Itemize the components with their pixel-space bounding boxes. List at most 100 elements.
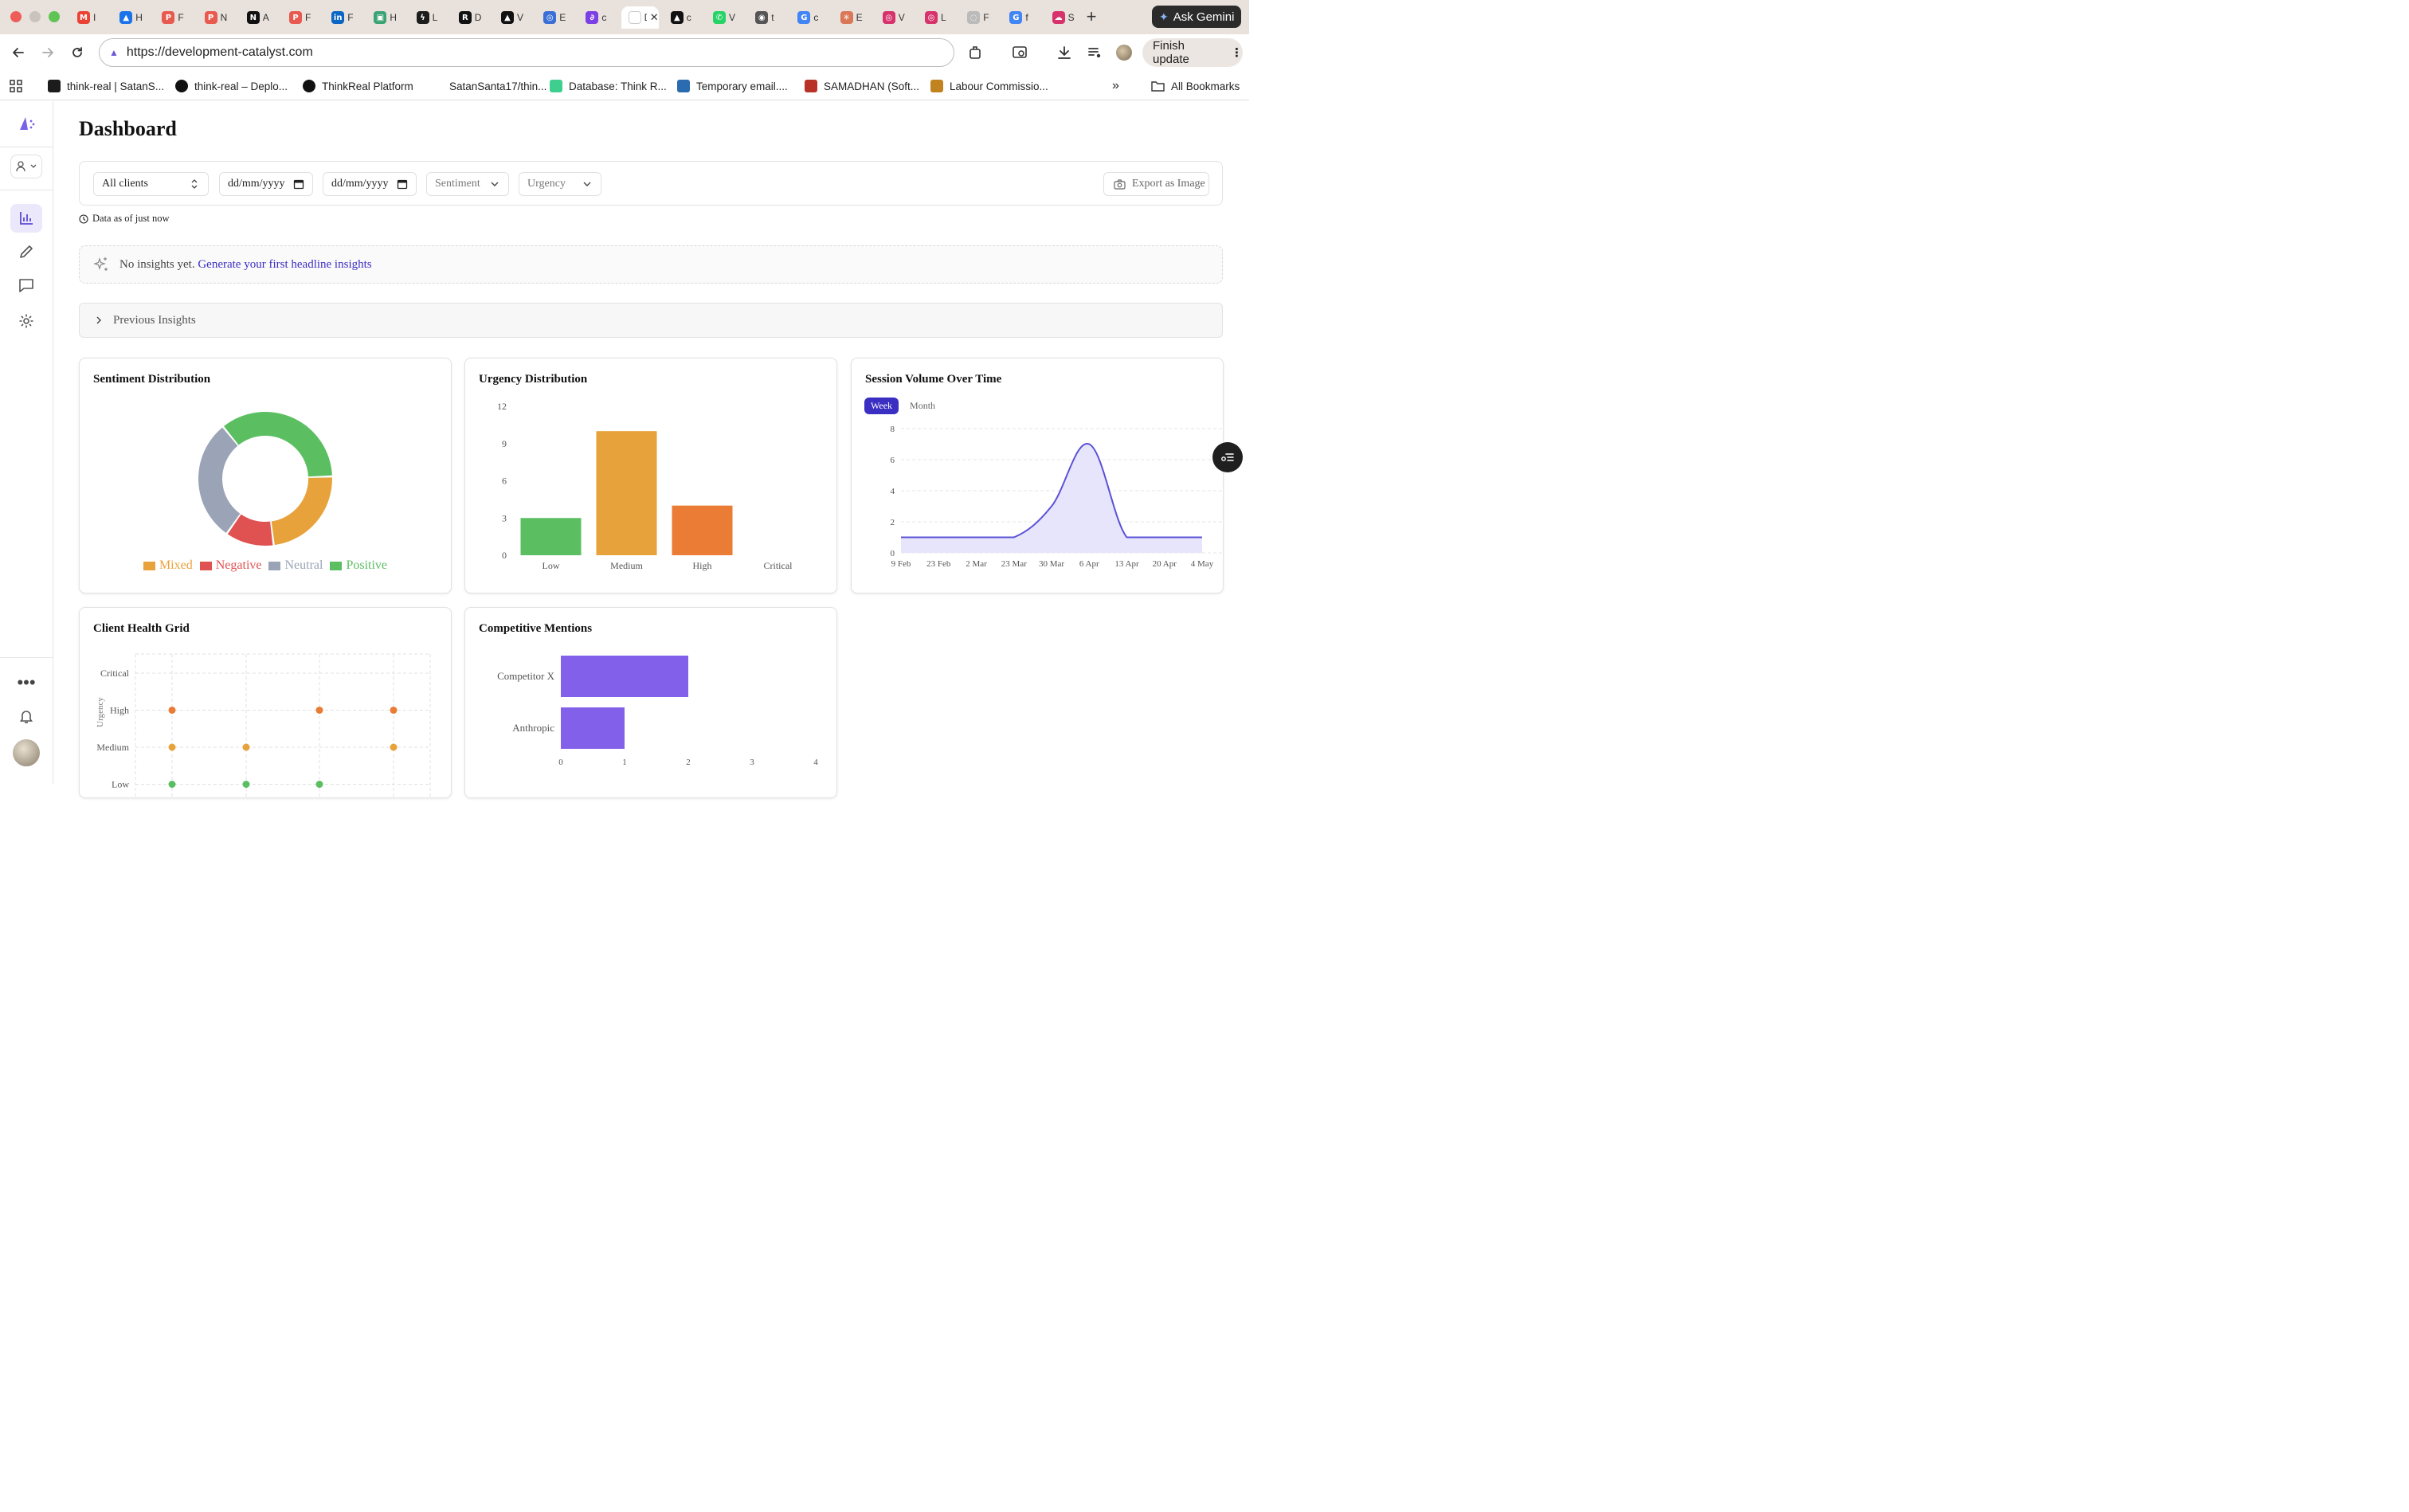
browser-tab[interactable]: ▲ c <box>664 6 703 29</box>
all-bookmarks[interactable]: All Bookmarks <box>1151 78 1240 94</box>
close-tab-icon[interactable]: ✕ <box>649 11 659 23</box>
period-toggle: Week Month <box>864 398 942 414</box>
bookmark-item[interactable]: think-real – Deplo... <box>175 78 288 94</box>
browser-tab[interactable]: ◎ E <box>536 6 575 29</box>
maximize-window-button[interactable] <box>49 11 60 22</box>
donut-slice-mixed[interactable] <box>271 477 333 546</box>
bookmark-item[interactable]: Temporary email.... <box>677 78 788 94</box>
browser-tab[interactable]: ◎ V <box>875 6 915 29</box>
p-app-icon: P <box>162 11 175 24</box>
bookmark-item[interactable]: Labour Commissio... <box>930 78 1048 94</box>
bar-competitor[interactable] <box>561 656 688 697</box>
browser-tab[interactable]: ✳ E <box>833 6 872 29</box>
client-select[interactable]: All clients <box>93 172 209 196</box>
donut-slice-positive[interactable] <box>224 412 332 477</box>
address-bar[interactable]: ▲ https://development-catalyst.com <box>99 38 954 67</box>
client-switcher[interactable] <box>10 155 42 178</box>
sidebar-item-dashboard[interactable] <box>10 204 42 233</box>
sentiment-select[interactable]: Sentiment <box>426 172 509 196</box>
bar-low[interactable] <box>520 518 582 555</box>
minimize-window-button[interactable] <box>29 11 41 22</box>
legend-item[interactable]: Mixed <box>143 558 193 573</box>
browser-tab[interactable]: ∂ c <box>578 6 617 29</box>
app-logo[interactable] <box>10 109 42 138</box>
browser-tab[interactable]: ▣ H <box>366 6 405 29</box>
legend-item[interactable]: Neutral <box>268 558 323 573</box>
health-point[interactable] <box>390 707 398 714</box>
donut-slice-neutral[interactable] <box>198 427 241 534</box>
browser-tab[interactable]: D✕ <box>621 6 659 29</box>
legend-item[interactable]: Positive <box>330 558 387 573</box>
browser-tab[interactable]: ◎ L <box>918 6 957 29</box>
health-point[interactable] <box>315 707 323 714</box>
health-point[interactable] <box>168 707 176 714</box>
profile-avatar[interactable] <box>1116 45 1132 61</box>
more-bookmarks-icon[interactable]: » <box>1112 79 1119 92</box>
browser-tab[interactable]: ▲ H <box>112 6 151 29</box>
legend-item[interactable]: Negative <box>199 558 261 573</box>
apps-grid-icon[interactable] <box>10 78 22 94</box>
forward-icon[interactable] <box>38 43 57 62</box>
media-queue-icon[interactable] <box>1085 43 1104 62</box>
week-toggle[interactable]: Week <box>864 398 899 414</box>
whatsapp-icon: ✆ <box>713 11 726 24</box>
browser-tab[interactable]: ✆ V <box>706 6 745 29</box>
extensions-icon[interactable] <box>966 43 985 62</box>
health-point[interactable] <box>168 781 176 788</box>
export-image-button[interactable]: Export as Image <box>1103 172 1209 196</box>
back-icon[interactable] <box>9 43 28 62</box>
bar-medium[interactable] <box>596 431 657 555</box>
health-point[interactable] <box>315 781 323 788</box>
bookmark-item[interactable]: Database: Think R... <box>550 78 667 94</box>
browser-tab[interactable]: ◌ F <box>960 6 999 29</box>
bar-high[interactable] <box>672 505 733 555</box>
generate-insights-link[interactable]: Generate your first headline insights <box>198 257 372 271</box>
browser-tab[interactable]: in F <box>324 6 363 29</box>
floating-menu-button[interactable] <box>1212 442 1243 472</box>
bookmark-item[interactable]: SAMADHAN (Soft... <box>805 78 919 94</box>
sidebar-item-settings[interactable] <box>10 307 42 335</box>
more-options-icon[interactable]: ••• <box>17 672 36 692</box>
browser-tab[interactable]: ☁ S <box>1045 6 1084 29</box>
bookmark-item[interactable]: think-real | SatanS... <box>48 78 164 94</box>
site-info-icon[interactable]: ▲ <box>109 47 119 58</box>
series-line[interactable] <box>901 443 1202 539</box>
list-settings-icon <box>1221 453 1234 461</box>
health-point[interactable] <box>242 781 250 788</box>
user-avatar[interactable] <box>13 739 40 766</box>
date-from-input[interactable]: dd/mm/yyyy <box>219 172 313 196</box>
donut-slice-negative[interactable] <box>227 514 273 546</box>
bell-icon[interactable] <box>10 702 42 731</box>
finish-update-button[interactable]: Finish update ⋮ <box>1142 38 1243 67</box>
browser-tab[interactable]: ◉ t <box>748 6 787 29</box>
health-point[interactable] <box>242 743 250 751</box>
download-icon[interactable] <box>1055 43 1074 62</box>
bookmark-item[interactable]: ThinkReal Platform <box>303 78 413 94</box>
sidebar-item-messages[interactable] <box>10 271 42 300</box>
sidebar-item-edit[interactable] <box>10 237 42 266</box>
close-window-button[interactable] <box>10 11 22 22</box>
browser-tab[interactable]: ▲ V <box>494 6 533 29</box>
tab-title: V <box>898 12 905 23</box>
tab-search-icon[interactable] <box>1010 43 1029 62</box>
bar-competitor[interactable] <box>561 707 625 749</box>
month-toggle[interactable]: Month <box>910 400 936 411</box>
health-point[interactable] <box>390 743 398 751</box>
previous-insights-toggle[interactable]: Previous Insights <box>79 303 1223 338</box>
new-tab-button[interactable]: + <box>1086 6 1097 26</box>
reload-icon[interactable] <box>68 43 87 62</box>
date-to-input[interactable]: dd/mm/yyyy <box>323 172 417 196</box>
health-point[interactable] <box>168 743 176 751</box>
urgency-select[interactable]: Urgency <box>519 172 601 196</box>
bookmark-item[interactable]: SatanSanta17/thin... <box>430 78 546 94</box>
ask-gemini-button[interactable]: ✦ Ask Gemini <box>1152 6 1241 28</box>
